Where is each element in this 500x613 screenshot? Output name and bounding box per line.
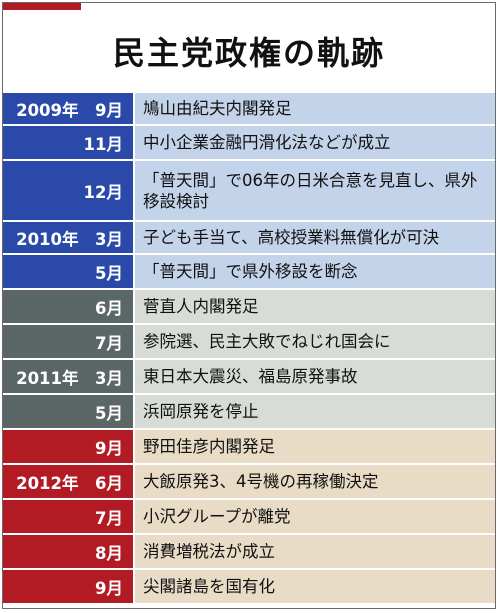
timeline-date: 6月 <box>3 290 135 323</box>
timeline-event: 尖閣諸島を国有化 <box>135 570 495 603</box>
timeline-date: 5月 <box>3 395 135 428</box>
timeline-date: 8月 <box>3 535 135 568</box>
timeline-row: 8月 消費増税法が成立 <box>3 533 495 568</box>
timeline-row: 9月 尖閣諸島を国有化 <box>3 568 495 603</box>
timeline-row: 11月 中小企業金融円滑化法などが成立 <box>3 124 495 159</box>
accent-bar <box>3 3 81 10</box>
timeline-row: 5月 「普天間」で県外移設を断念 <box>3 253 495 288</box>
page-title: 民主党政権の軌跡 <box>112 34 385 72</box>
timeline-row: 7月 参院選、民主大敗でねじれ国会に <box>3 323 495 358</box>
timeline-event: 浜岡原発を停止 <box>135 395 495 428</box>
timeline-date: 5月 <box>3 255 135 288</box>
timeline-event: 野田佳彦内閣発足 <box>135 430 495 463</box>
timeline-date: 11月 <box>3 126 135 159</box>
timeline-date: 7月 <box>3 325 135 358</box>
timeline-date: 2010年 3月 <box>3 222 135 253</box>
timeline-event: 「普天間」で06年の日米合意を見直し、県外移設検討 <box>135 161 495 220</box>
timeline-row: 2009年 9月 鳩山由紀夫内閣発足 <box>3 91 495 124</box>
timeline-event: 子ども手当て、高校授業料無償化が可決 <box>135 222 495 253</box>
timeline-date: 12月 <box>3 161 135 220</box>
timeline-date: 2012年 6月 <box>3 465 135 498</box>
timeline-event: 小沢グループが離党 <box>135 500 495 533</box>
timeline-panel: 民主党政権の軌跡 2009年 9月 鳩山由紀夫内閣発足 11月 中小企業金融円滑化法な… <box>2 2 496 609</box>
timeline-event: 参院選、民主大敗でねじれ国会に <box>135 325 495 358</box>
timeline-row: 7月 小沢グループが離党 <box>3 498 495 533</box>
timeline-date: 2011年 3月 <box>3 360 135 393</box>
timeline-date: 9月 <box>3 570 135 603</box>
timeline-event: 鳩山由紀夫内閣発足 <box>135 93 495 124</box>
timeline-event: 中小企業金融円滑化法などが成立 <box>135 126 495 159</box>
timeline-date: 9月 <box>3 430 135 463</box>
timeline-event: 消費増税法が成立 <box>135 535 495 568</box>
timeline-event: 菅直人内閣発足 <box>135 290 495 323</box>
timeline-row: 2011年 3月 東日本大震災、福島原発事故 <box>3 358 495 393</box>
timeline-event: 東日本大震災、福島原発事故 <box>135 360 495 393</box>
timeline-row: 2012年 6月 大飯原発3、4号機の再稼働決定 <box>3 463 495 498</box>
timeline-date: 7月 <box>3 500 135 533</box>
timeline-row: 2010年 3月 子ども手当て、高校授業料無償化が可決 <box>3 220 495 253</box>
timeline-row: 5月 浜岡原発を停止 <box>3 393 495 428</box>
timeline-row: 9月 野田佳彦内閣発足 <box>3 428 495 463</box>
timeline-row: 6月 菅直人内閣発足 <box>3 288 495 323</box>
timeline-event: 大飯原発3、4号機の再稼働決定 <box>135 465 495 498</box>
timeline-date: 2009年 9月 <box>3 93 135 124</box>
timeline-table: 2009年 9月 鳩山由紀夫内閣発足 11月 中小企業金融円滑化法などが成立 12月 「普… <box>3 91 495 603</box>
timeline-row: 12月 「普天間」で06年の日米合意を見直し、県外移設検討 <box>3 159 495 220</box>
timeline-event: 「普天間」で県外移設を断念 <box>135 255 495 288</box>
